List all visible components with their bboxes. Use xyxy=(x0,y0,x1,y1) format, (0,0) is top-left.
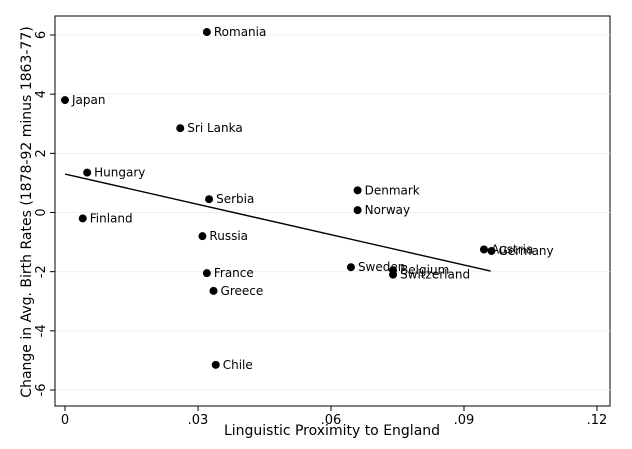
fitted-line xyxy=(64,173,491,272)
data-point: Austria xyxy=(479,242,533,256)
point-label: Japan xyxy=(71,93,105,107)
point-label: Greece xyxy=(221,284,264,298)
point-label: Hungary xyxy=(94,166,145,180)
point-label: Belgium xyxy=(400,263,449,277)
point-marker xyxy=(176,124,185,133)
x-tick-label: .03 xyxy=(188,413,209,428)
point-marker xyxy=(202,269,211,278)
x-tick-label: .06 xyxy=(321,413,342,428)
y-tick-label: 2 xyxy=(34,149,49,157)
point-label: Sweden xyxy=(358,260,405,274)
x-tick-label: .09 xyxy=(454,413,475,428)
y-tick-label: -6 xyxy=(34,384,49,397)
data-point: Switzerland xyxy=(389,268,470,282)
point-marker xyxy=(205,195,214,204)
y-axis-ticks: -6 -4 -2 0 2 4 6 xyxy=(34,31,55,397)
gridlines xyxy=(55,34,610,391)
data-point: Hungary xyxy=(83,166,145,180)
point-label: Sri Lanka xyxy=(187,121,242,135)
data-point: Germany xyxy=(487,244,554,258)
point-label: Russia xyxy=(209,229,248,243)
data-point: Romania xyxy=(202,25,266,39)
data-point: Norway xyxy=(353,203,411,217)
y-tick-label: 0 xyxy=(34,208,49,216)
point-marker xyxy=(346,263,355,272)
x-tick-label: .12 xyxy=(587,413,608,428)
point-label: Romania xyxy=(214,25,266,39)
data-points: Romania Japan Sri Lanka Hungary Denmark Serbi… xyxy=(61,25,554,372)
point-label: Germany xyxy=(498,244,553,258)
point-label: Serbia xyxy=(216,192,254,206)
point-marker xyxy=(353,206,362,215)
y-axis-title: Change in Avg. Birth Rates (1878-92 minu… xyxy=(19,26,35,397)
data-point: Serbia xyxy=(205,192,254,206)
point-marker xyxy=(209,286,218,295)
data-point: Russia xyxy=(198,229,248,243)
y-tick-label: 4 xyxy=(34,90,49,98)
point-label: France xyxy=(214,266,254,280)
point-marker xyxy=(479,245,488,254)
point-marker xyxy=(78,214,87,223)
point-marker xyxy=(202,28,211,37)
axes xyxy=(54,16,610,407)
point-marker xyxy=(353,186,362,195)
x-tick-label: 0 xyxy=(61,413,69,428)
point-label: Finland xyxy=(90,211,133,225)
point-label: Switzerland xyxy=(400,268,470,282)
point-marker xyxy=(198,232,207,241)
data-point: Japan xyxy=(61,93,105,107)
y-tick-label: -2 xyxy=(34,265,49,278)
fitted-line-group xyxy=(64,173,491,272)
point-marker xyxy=(83,168,92,177)
y-tick-label: -4 xyxy=(34,324,49,337)
point-label: Austria xyxy=(491,242,533,256)
data-point: France xyxy=(202,266,254,280)
x-axis-ticks: 0 .03 .06 .09 .12 xyxy=(61,406,607,428)
data-point: Sri Lanka xyxy=(176,121,243,135)
y-tick-label: 6 xyxy=(34,31,49,39)
point-label: Norway xyxy=(365,203,411,217)
data-point: Chile xyxy=(211,358,253,372)
data-point: Greece xyxy=(209,284,264,298)
point-label: Chile xyxy=(223,358,253,372)
point-label: Denmark xyxy=(365,183,420,197)
data-point: Finland xyxy=(78,211,133,225)
data-point: Denmark xyxy=(353,183,420,197)
point-marker xyxy=(389,270,398,279)
point-marker xyxy=(487,246,496,255)
point-marker xyxy=(61,96,69,105)
point-marker xyxy=(211,360,220,369)
x-axis-title: Linguistic Proximity to England xyxy=(224,423,440,439)
